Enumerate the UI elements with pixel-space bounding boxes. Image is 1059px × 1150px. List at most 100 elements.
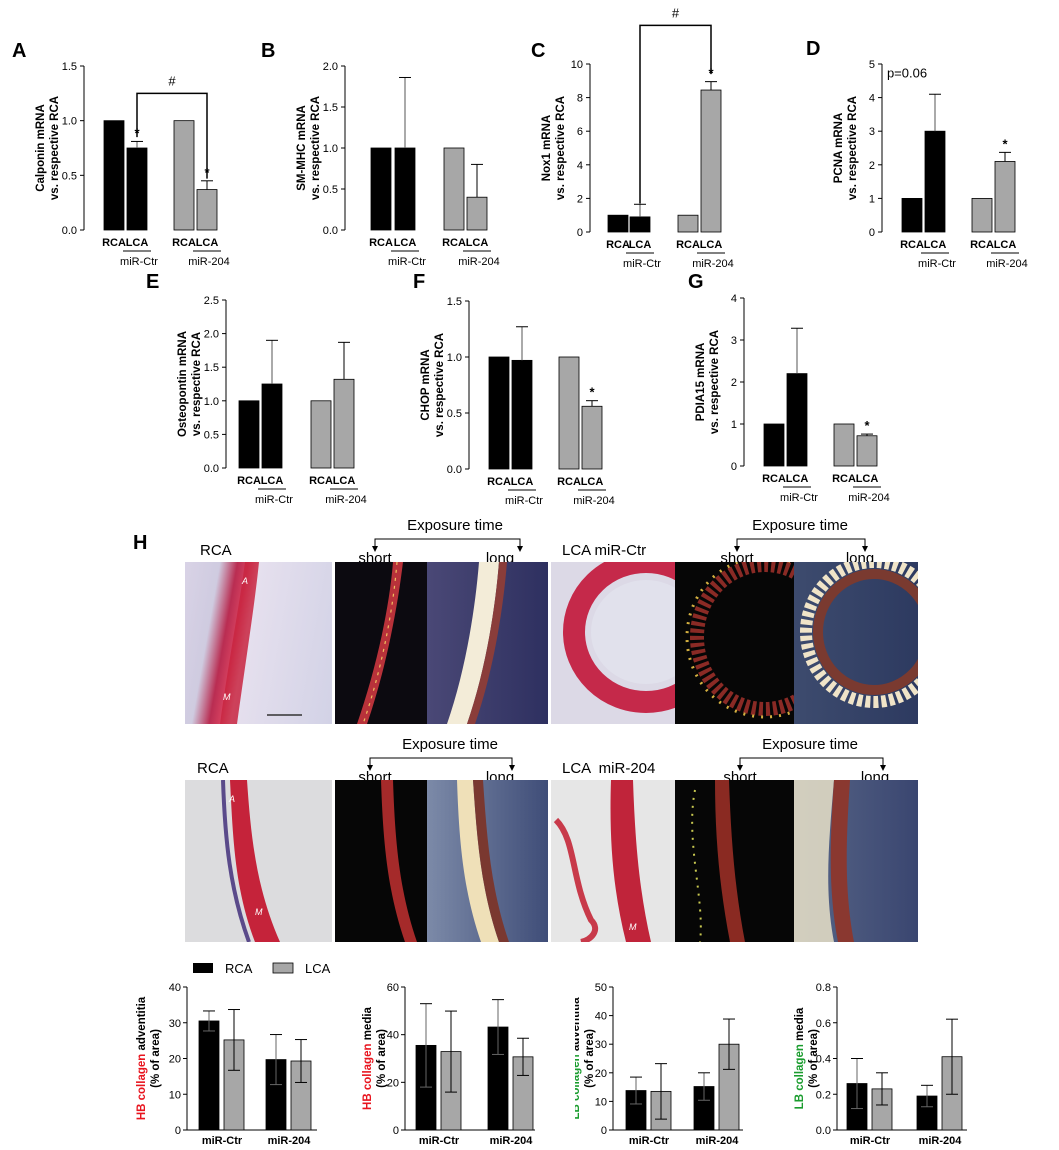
y-axis-label-unit: (% of area) xyxy=(150,1029,162,1088)
y-tick-label: 0 xyxy=(393,1125,399,1137)
significance-star: * xyxy=(1002,136,1008,151)
y-tick-label: 0 xyxy=(869,227,875,239)
y-axis-label: HB collagen media xyxy=(362,1006,374,1110)
group-label: miR-204 xyxy=(919,1135,963,1147)
y-tick-label: 1.5 xyxy=(204,362,219,374)
panel-h-letter: H xyxy=(133,532,148,554)
y-tick-label: 6 xyxy=(577,126,583,138)
y-axis-label: Calponin mRNA vs. respective RCA xyxy=(35,96,61,200)
y-tick-label: 0.4 xyxy=(816,1054,831,1066)
svg-text:short: short xyxy=(720,550,754,564)
y-tick-label: 20 xyxy=(595,1068,607,1080)
svg-text:short: short xyxy=(723,769,757,783)
bar xyxy=(238,400,260,469)
y-tick-label: 20 xyxy=(387,1077,399,1089)
x-category-label: LCA xyxy=(700,239,723,251)
x-category-label: LCA xyxy=(994,239,1017,251)
micro-rca-bright-2: A M xyxy=(185,780,332,942)
bar xyxy=(856,435,878,467)
y-axis-label: Osteopontin mRNA vs. respective RCA xyxy=(177,331,203,437)
y-tick-label: 4 xyxy=(731,293,737,305)
x-category-label: RCA xyxy=(237,475,261,487)
panel-letter: E xyxy=(146,271,159,293)
group-label: miR-Ctr xyxy=(629,1135,670,1147)
micro-rca-long-1 xyxy=(427,562,548,724)
y-tick-label: 10 xyxy=(595,1096,607,1108)
significance-star: * xyxy=(589,385,595,400)
y-tick-label: 8 xyxy=(577,93,583,105)
bar xyxy=(126,147,148,231)
chart-h3: 0 10 20 30 40 50 LB collagen adventitia(% of a… xyxy=(575,982,743,1147)
panel-letter: B xyxy=(261,40,275,62)
exposure-header-1: Exposure time short long xyxy=(358,517,523,564)
y-tick-label: 1.0 xyxy=(323,143,338,155)
x-category-label: LCA xyxy=(196,237,219,249)
chart-b: B 0.0 0.5 1.0 1.5 2.0 SM-MHC mRNA vs. respectiv… xyxy=(261,40,500,268)
group-label: miR-Ctr xyxy=(419,1135,460,1147)
y-tick-label: 0 xyxy=(601,1125,607,1137)
chart-f: F 0.0 0.5 1.0 1.5 CHOP mRNA vs. respective RCA… xyxy=(413,271,615,507)
significance-star: * xyxy=(864,418,870,433)
group-label: miR-Ctr xyxy=(850,1135,891,1147)
y-tick-label: 0.6 xyxy=(816,1018,831,1030)
row1-right-label: LCA miR-Ctr xyxy=(562,542,647,559)
y-axis-label: SM-MHC mRNA vs. respective RCA xyxy=(296,96,322,200)
group-label: miR-204 xyxy=(268,1135,312,1147)
group-label: miR-204 xyxy=(848,492,890,504)
panel-letter: F xyxy=(413,271,425,293)
svg-text:M: M xyxy=(629,922,637,932)
group-label: miR-Ctr xyxy=(388,256,426,268)
y-tick-label: 50 xyxy=(595,982,607,994)
y-tick-label: 0.0 xyxy=(62,225,77,237)
x-category-label: LCA xyxy=(924,239,947,251)
chart-e: E 0.0 0.5 1.0 1.5 2.0 2.5 Osteopontin mRNA vs. r… xyxy=(146,271,367,506)
svg-text:long: long xyxy=(861,769,889,783)
y-tick-label: 1.0 xyxy=(447,352,462,364)
bar xyxy=(607,214,629,233)
bar xyxy=(511,359,533,470)
y-axis-label: LB collagen adventitia xyxy=(575,997,582,1120)
y-axis-label: HB collagen adventitia xyxy=(136,996,148,1120)
group-label: miR-204 xyxy=(188,256,230,268)
svg-text:short: short xyxy=(358,769,392,783)
y-tick-label: 1.0 xyxy=(62,116,77,128)
y-tick-label: 1.5 xyxy=(62,61,77,73)
legend-swatch-lca xyxy=(272,962,294,974)
bar xyxy=(901,197,923,233)
bar xyxy=(310,400,332,469)
legend-label-lca: LCA xyxy=(305,961,331,976)
bracket-label: # xyxy=(672,5,680,20)
y-tick-label: 0 xyxy=(175,1125,181,1137)
x-category-label: LCA xyxy=(581,476,604,488)
x-category-label: RCA xyxy=(557,476,581,488)
exposure-header-3: Exposure time short long xyxy=(358,736,515,783)
y-tick-label: 0.5 xyxy=(204,429,219,441)
row1-left-label: RCA xyxy=(200,542,232,559)
y-tick-label: 1 xyxy=(869,193,875,205)
bar xyxy=(924,130,946,233)
x-category-label: LCA xyxy=(261,475,284,487)
x-category-label: LCA xyxy=(394,237,417,249)
y-tick-label: 2 xyxy=(577,193,583,205)
y-tick-label: 5 xyxy=(869,59,875,71)
svg-text:A: A xyxy=(241,576,248,586)
y-tick-label: 40 xyxy=(169,982,181,994)
x-category-label: LCA xyxy=(786,473,809,485)
group-label: miR-Ctr xyxy=(202,1135,243,1147)
chart-h2: 0 20 40 60 HB collagen media(% of area) miR-C… xyxy=(362,982,535,1147)
bar xyxy=(581,405,603,470)
y-tick-label: 0.0 xyxy=(204,463,219,475)
row2-right-label: LCA miR-204 xyxy=(562,760,656,777)
y-tick-label: 10 xyxy=(169,1089,181,1101)
bar xyxy=(333,378,355,469)
svg-text:A: A xyxy=(228,794,235,804)
y-tick-label: 0.5 xyxy=(323,184,338,196)
bar xyxy=(196,189,218,231)
svg-text:Exposure time: Exposure time xyxy=(402,736,498,753)
micro-lca-short-1 xyxy=(675,562,794,724)
long-label: long xyxy=(486,550,514,564)
x-category-label: RCA xyxy=(900,239,924,251)
y-tick-label: 0.5 xyxy=(447,408,462,420)
